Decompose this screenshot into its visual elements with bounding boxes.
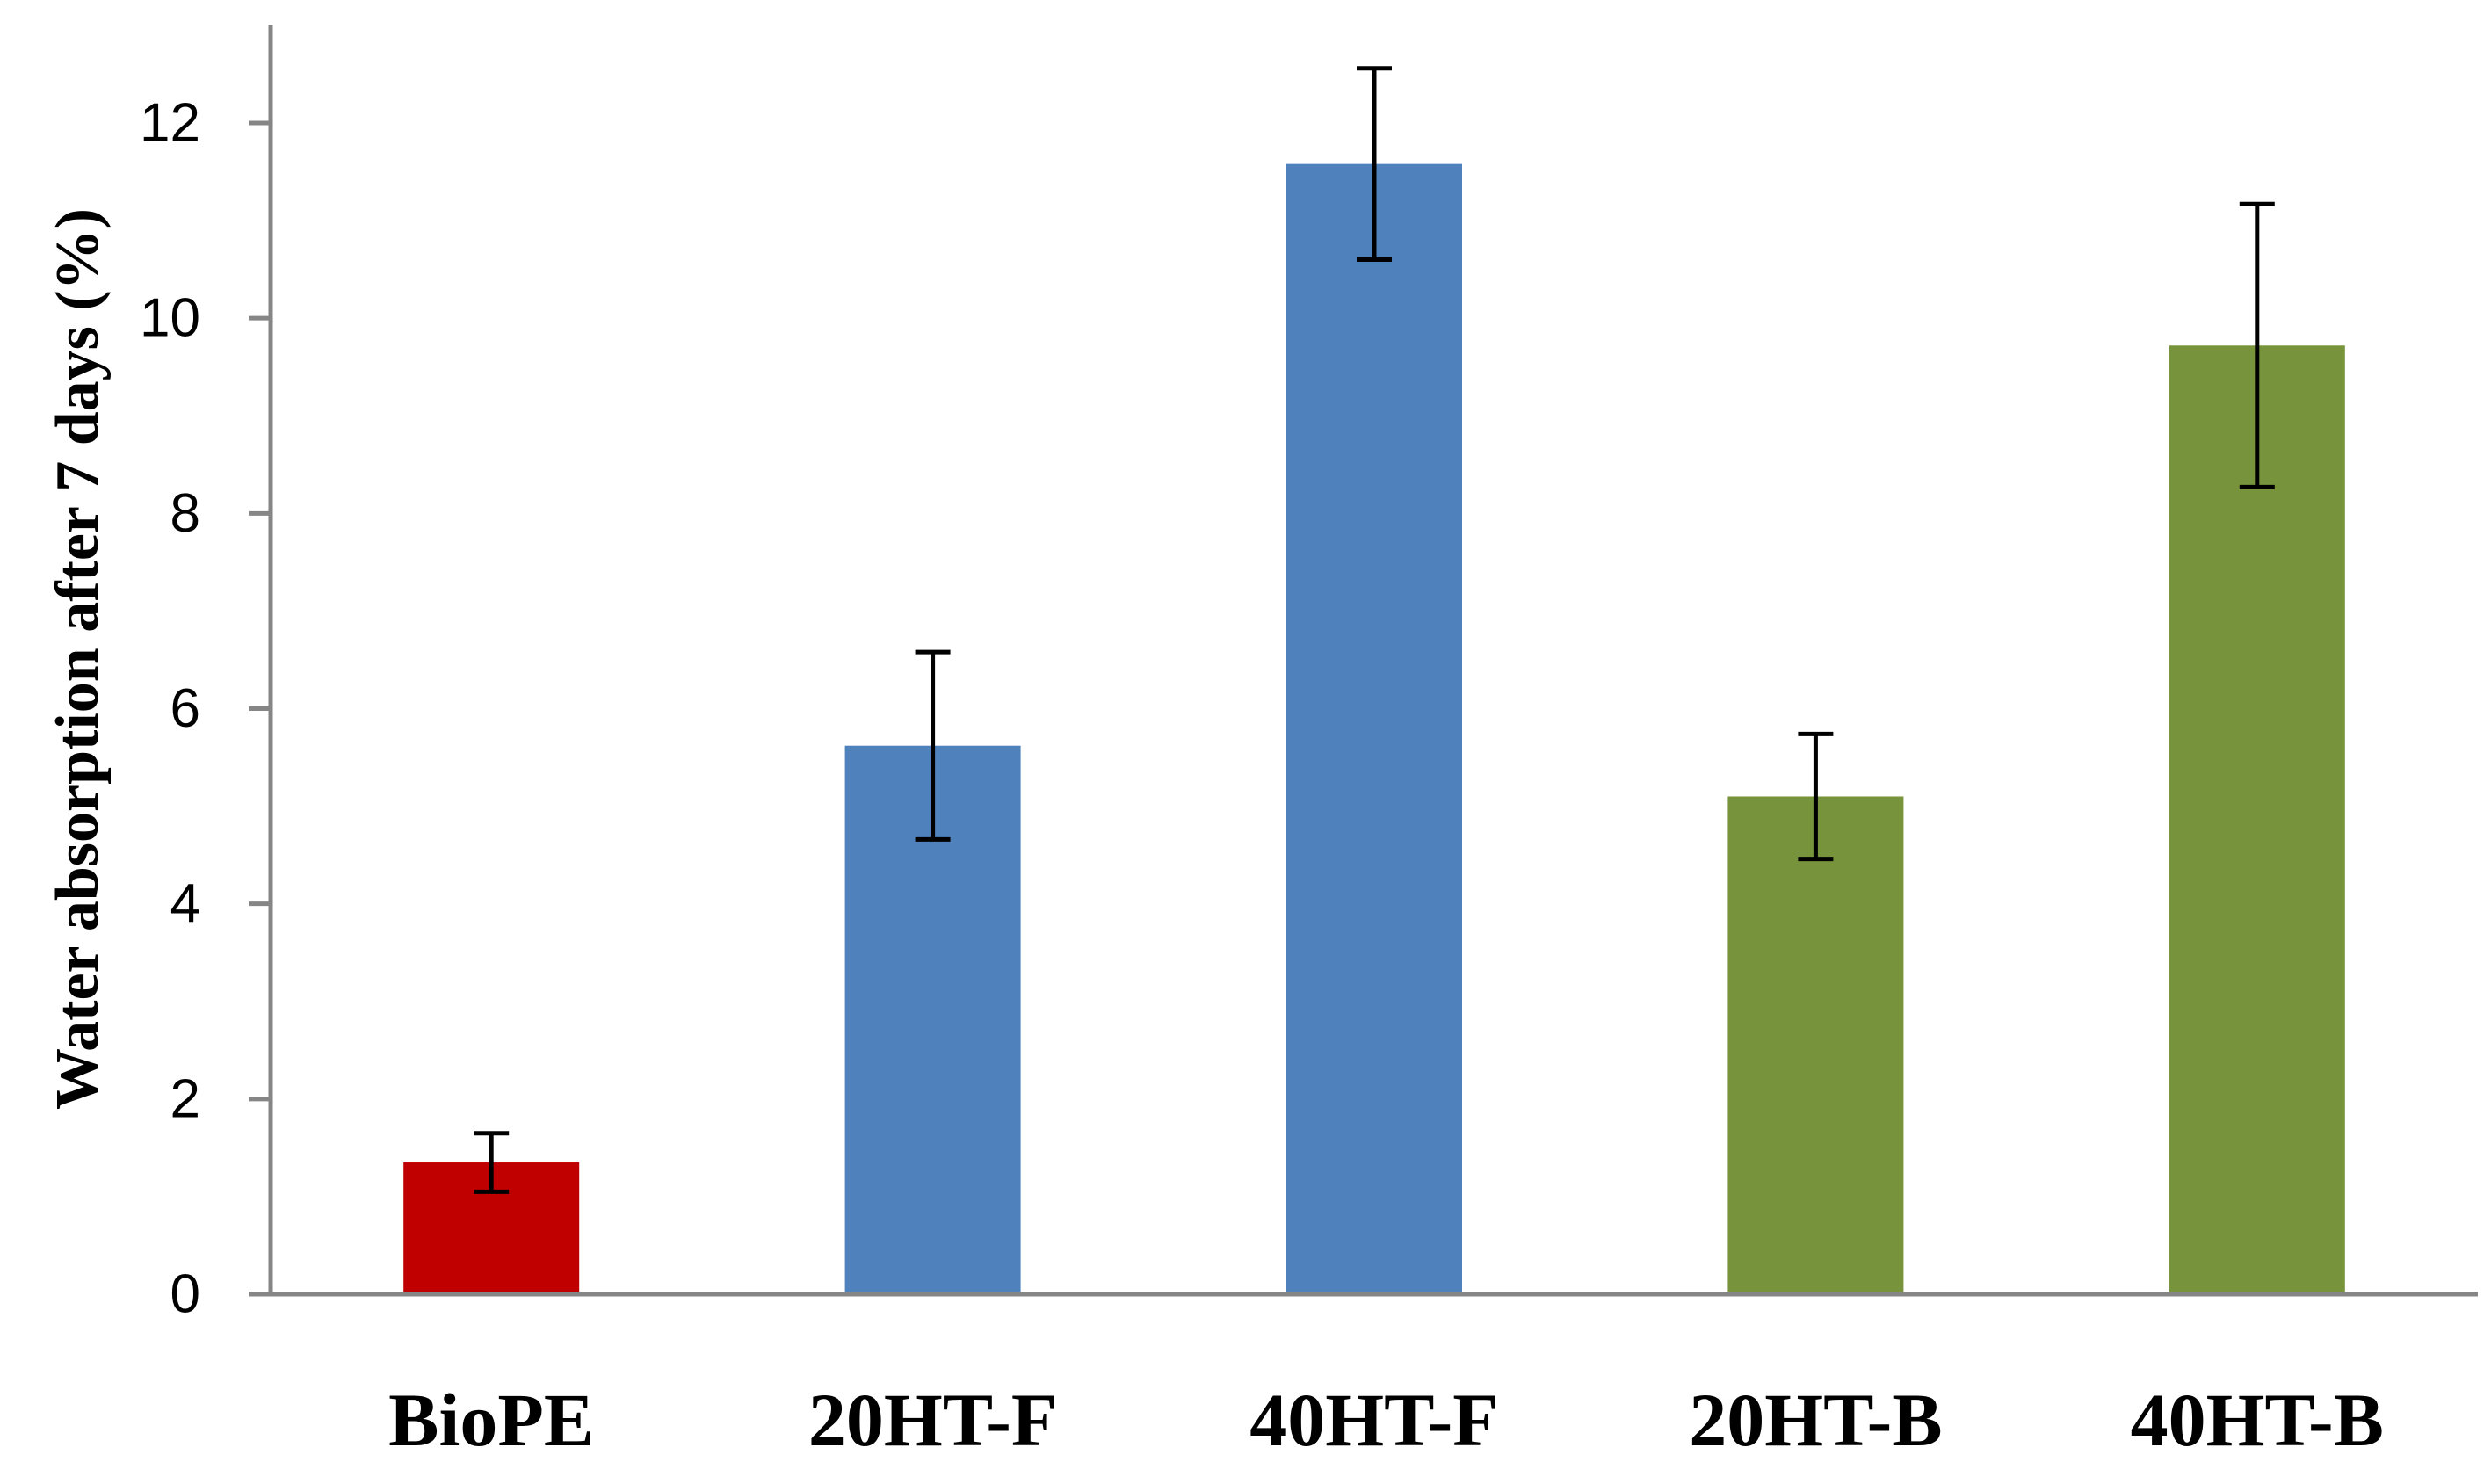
category-label: 40HT-B bbox=[2131, 1378, 2384, 1462]
y-tick-label: 6 bbox=[170, 678, 200, 739]
error-bar-20ht-b bbox=[1798, 731, 1834, 862]
y-tick-label: 4 bbox=[170, 873, 200, 934]
y-tick-label: 8 bbox=[170, 483, 200, 544]
y-tick-label: 2 bbox=[170, 1068, 200, 1129]
y-axis-title: Water absorption after 7 days (%) bbox=[44, 208, 112, 1110]
bar-40ht-b bbox=[2169, 345, 2345, 1294]
error-bar-40ht-b bbox=[2239, 201, 2275, 489]
bars-layer bbox=[403, 163, 2345, 1294]
bar-20ht-b bbox=[1727, 796, 1904, 1294]
y-tick-label: 12 bbox=[140, 93, 200, 154]
category-label: BioPE bbox=[388, 1378, 594, 1462]
y-ticks-layer: 0 2 4 6 8 10 12 bbox=[140, 93, 271, 1325]
error-bars-layer bbox=[474, 66, 2275, 1194]
axes-layer bbox=[249, 25, 2478, 1297]
error-bar-20ht-f bbox=[915, 649, 951, 842]
bar-40ht-f bbox=[1286, 163, 1462, 1294]
category-label: 20HT-F bbox=[808, 1378, 1058, 1462]
error-bar-40ht-f bbox=[1357, 66, 1392, 263]
category-labels-layer: BioPE 20HT-F 40HT-F 20HT-B 40HT-B bbox=[388, 1378, 2384, 1462]
y-axis-title-group: Water absorption after 7 days (%) bbox=[44, 208, 112, 1110]
y-tick-label: 10 bbox=[140, 288, 200, 349]
category-label: 40HT-F bbox=[1249, 1378, 1499, 1462]
y-tick-label: 0 bbox=[170, 1264, 200, 1325]
category-label: 20HT-B bbox=[1689, 1378, 1942, 1462]
error-bar-biope bbox=[474, 1131, 510, 1194]
